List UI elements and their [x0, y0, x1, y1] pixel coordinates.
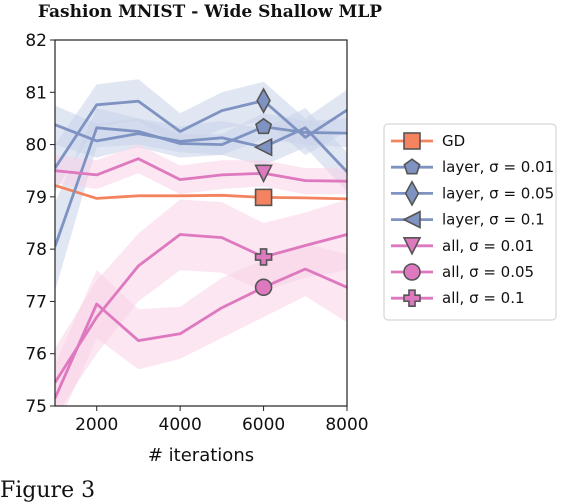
- y-tick-label: 78: [25, 240, 47, 260]
- legend-marker: [403, 289, 421, 308]
- chart-title: Fashion MNIST - Wide Shallow MLP: [37, 2, 383, 22]
- legend-entry-layer-sigma-0-01: layer, σ = 0.01: [391, 158, 554, 176]
- x-tick-label: 8000: [325, 415, 368, 435]
- legend-label: GD: [442, 132, 465, 150]
- legend-entry-gd: GD: [391, 132, 465, 150]
- legend-marker: [403, 263, 421, 281]
- legend-label: layer, σ = 0.05: [442, 184, 554, 202]
- line-chart: 75 76 77 78 79 80 81 82 2000 4000 6000 8000 # itera…: [25, 31, 557, 466]
- legend-entry-all-sigma-0-05: all, σ = 0.05: [391, 263, 534, 281]
- point-all-sigma-0-1: [254, 248, 273, 266]
- caption-fragment: Figure 3: [0, 478, 96, 503]
- series-line-all-sigma-0-1: [55, 233, 347, 384]
- band-all-sigma-0-01: [55, 144, 347, 195]
- y-tick-label: 82: [25, 31, 47, 51]
- legend-label: layer, σ = 0.1: [442, 211, 545, 229]
- y-tick-label: 80: [25, 136, 47, 156]
- y-tick-label: 75: [25, 397, 47, 417]
- plot-frame: [54, 39, 348, 407]
- y-tick-label: 81: [25, 83, 47, 103]
- legend-marker: [403, 158, 421, 175]
- legend-marker: [402, 210, 421, 229]
- series-line-layer-sigma-0-1: [55, 123, 347, 173]
- y-tick-label: 79: [25, 188, 47, 208]
- legend-label: all, σ = 0.05: [442, 263, 534, 281]
- legend: GD layer, σ = 0.01 layer, σ = 0.05 layer, σ…: [383, 123, 557, 321]
- point-all-sigma-0-01: [254, 164, 273, 184]
- legend-marker: [404, 180, 420, 207]
- x-tick-label: 4000: [159, 415, 202, 435]
- legend-entry-all-sigma-0-1: all, σ = 0.1: [391, 289, 525, 307]
- y-tick-label: 77: [25, 292, 47, 312]
- y-tick-label: 76: [25, 345, 47, 365]
- legend-entry-layer-sigma-0-05: layer, σ = 0.05: [391, 180, 554, 207]
- point-layer-sigma-0-05: [256, 87, 271, 114]
- x-tick-label: 2000: [75, 415, 118, 435]
- point-layer-sigma-0-01: [255, 117, 273, 135]
- point-layer-sigma-0-1: [253, 137, 273, 157]
- legend-marker: [402, 237, 422, 256]
- series-line-gd: [55, 184, 347, 201]
- legend-marker: [403, 132, 421, 150]
- series-line-all-sigma-0-01: [55, 157, 347, 183]
- legend-label: layer, σ = 0.01: [442, 158, 554, 176]
- band-all-sigma-0-1: [55, 199, 347, 406]
- legend-label: all, σ = 0.01: [442, 237, 534, 255]
- x-tick-label: 6000: [242, 415, 285, 435]
- point-gd: [254, 188, 273, 207]
- legend-label: all, σ = 0.1: [442, 289, 525, 307]
- legend-entry-all-sigma-0-01: all, σ = 0.01: [391, 237, 534, 256]
- point-all-sigma-0-05: [254, 278, 273, 297]
- x-axis-label: # iterations: [148, 445, 254, 466]
- legend-entry-layer-sigma-0-1: layer, σ = 0.1: [391, 210, 545, 229]
